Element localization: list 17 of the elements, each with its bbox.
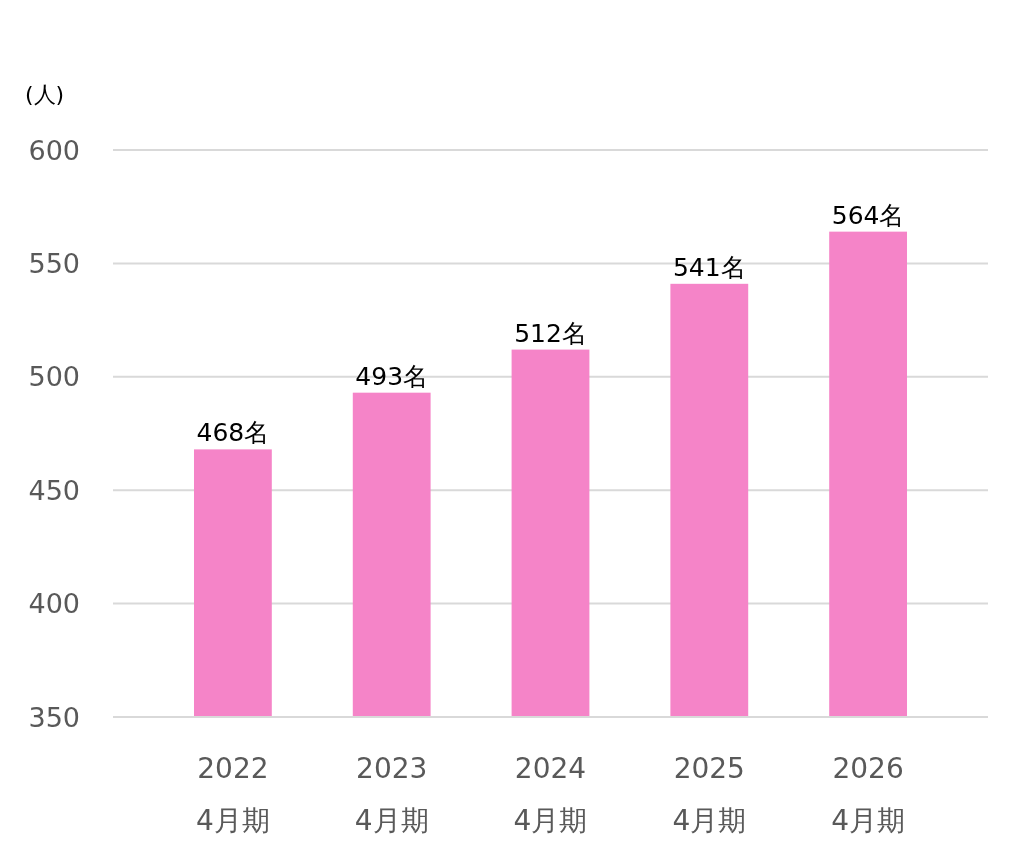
y-tick-label: 550 (28, 247, 80, 279)
y-axis-title: (人) (25, 82, 65, 107)
data-label: 493名 (355, 361, 429, 391)
x-tick-label: 2022 4月期 (195, 752, 270, 837)
y-tick-label: 400 (28, 588, 80, 620)
data-label: 512名 (514, 318, 587, 348)
x-tick-label: 2023 4月期 (354, 752, 429, 837)
data-label: 468名 (196, 418, 270, 448)
data-label: 564名 (831, 200, 905, 230)
y-tick-label: 500 (28, 361, 80, 393)
x-tick-label: 2025 4月期 (672, 752, 747, 837)
x-tick-label: 2024 4月期 (513, 752, 588, 837)
x-tick-label: 2026 4月期 (831, 752, 906, 837)
data-label: 541名 (672, 252, 746, 282)
y-tick-label: 450 (28, 474, 80, 506)
y-tick-label: 350 (28, 701, 80, 733)
y-tick-label: 600 (28, 134, 80, 166)
